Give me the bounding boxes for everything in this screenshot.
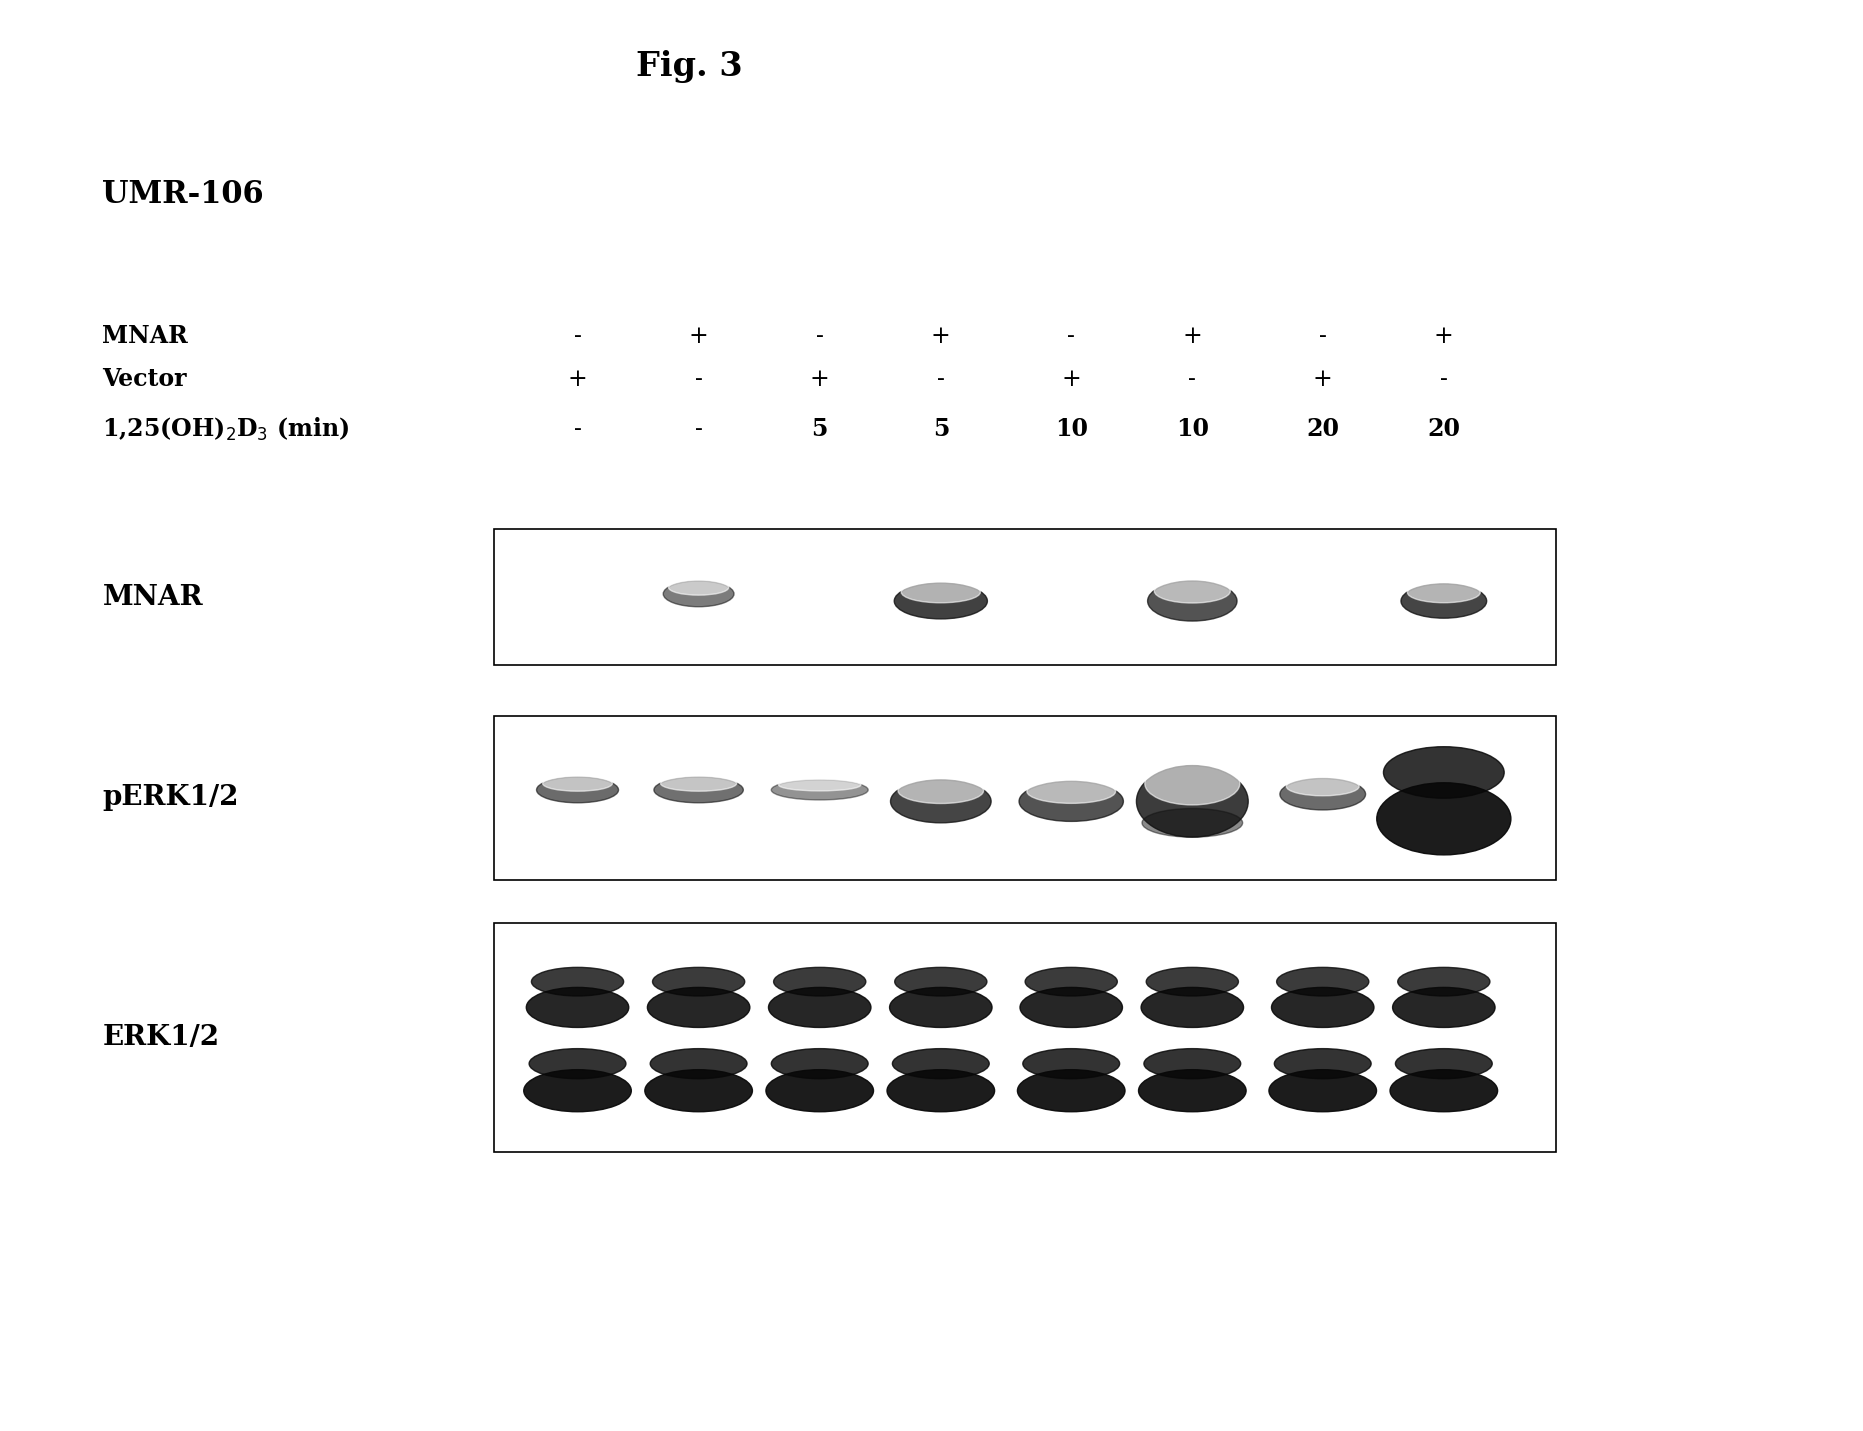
Text: Vector: Vector xyxy=(102,368,186,391)
Ellipse shape xyxy=(887,1069,995,1112)
Ellipse shape xyxy=(766,1069,874,1112)
Ellipse shape xyxy=(1144,1049,1241,1079)
FancyBboxPatch shape xyxy=(494,716,1556,880)
Text: 10: 10 xyxy=(1054,418,1088,441)
Ellipse shape xyxy=(1285,777,1360,796)
Ellipse shape xyxy=(1136,766,1248,837)
Ellipse shape xyxy=(645,1069,753,1112)
Ellipse shape xyxy=(771,780,868,800)
Text: +: + xyxy=(689,325,708,348)
Ellipse shape xyxy=(1397,967,1490,996)
Text: pERK1/2: pERK1/2 xyxy=(102,784,238,811)
Ellipse shape xyxy=(1280,778,1366,810)
Ellipse shape xyxy=(1140,987,1244,1027)
Text: -: - xyxy=(1189,368,1196,391)
Ellipse shape xyxy=(892,1049,989,1079)
Ellipse shape xyxy=(898,778,984,804)
Text: 20: 20 xyxy=(1427,418,1461,441)
Ellipse shape xyxy=(1271,987,1375,1027)
Ellipse shape xyxy=(648,987,749,1027)
Text: 5: 5 xyxy=(812,418,827,441)
Text: 1,25(OH)$_2$D$_3$ (min): 1,25(OH)$_2$D$_3$ (min) xyxy=(102,415,350,444)
Text: -: - xyxy=(574,418,581,441)
Text: Fig. 3: Fig. 3 xyxy=(635,50,743,83)
Ellipse shape xyxy=(1390,1069,1498,1112)
FancyBboxPatch shape xyxy=(494,923,1556,1152)
Ellipse shape xyxy=(650,1049,747,1079)
Ellipse shape xyxy=(891,987,991,1027)
Ellipse shape xyxy=(1142,809,1243,837)
Text: -: - xyxy=(695,418,702,441)
Ellipse shape xyxy=(1274,1049,1371,1079)
FancyBboxPatch shape xyxy=(494,529,1556,665)
Ellipse shape xyxy=(669,580,728,595)
Ellipse shape xyxy=(894,584,987,620)
Text: MNAR: MNAR xyxy=(102,325,188,348)
Ellipse shape xyxy=(902,581,980,602)
Text: +: + xyxy=(1435,325,1453,348)
Ellipse shape xyxy=(654,777,743,803)
Text: -: - xyxy=(574,325,581,348)
Ellipse shape xyxy=(537,777,619,803)
Ellipse shape xyxy=(531,967,624,996)
Ellipse shape xyxy=(769,987,870,1027)
Text: +: + xyxy=(568,368,587,391)
Ellipse shape xyxy=(773,967,866,996)
Ellipse shape xyxy=(1017,1069,1125,1112)
Ellipse shape xyxy=(1395,1049,1492,1079)
Ellipse shape xyxy=(1276,967,1369,996)
Text: -: - xyxy=(1067,325,1075,348)
Ellipse shape xyxy=(1027,780,1116,803)
Ellipse shape xyxy=(1155,580,1230,602)
Ellipse shape xyxy=(1384,747,1503,798)
Ellipse shape xyxy=(1148,581,1237,621)
Text: +: + xyxy=(932,325,950,348)
Ellipse shape xyxy=(1144,761,1241,804)
Ellipse shape xyxy=(663,581,734,607)
Ellipse shape xyxy=(1019,987,1122,1027)
Ellipse shape xyxy=(1019,781,1123,821)
Ellipse shape xyxy=(1023,1049,1120,1079)
Text: +: + xyxy=(810,368,829,391)
Text: +: + xyxy=(1183,325,1202,348)
Ellipse shape xyxy=(1269,1069,1377,1112)
Ellipse shape xyxy=(1146,967,1239,996)
Ellipse shape xyxy=(529,1049,626,1079)
Ellipse shape xyxy=(524,1069,632,1112)
Text: -: - xyxy=(937,368,945,391)
Ellipse shape xyxy=(894,967,987,996)
Text: -: - xyxy=(695,368,702,391)
Ellipse shape xyxy=(891,780,991,823)
Text: MNAR: MNAR xyxy=(102,584,203,611)
Ellipse shape xyxy=(1401,584,1487,618)
Text: +: + xyxy=(1313,368,1332,391)
Ellipse shape xyxy=(1407,582,1481,602)
Ellipse shape xyxy=(652,967,745,996)
Ellipse shape xyxy=(1377,783,1511,854)
Text: 20: 20 xyxy=(1306,418,1339,441)
Text: -: - xyxy=(816,325,823,348)
Ellipse shape xyxy=(527,987,628,1027)
Ellipse shape xyxy=(1138,1069,1246,1112)
Text: 5: 5 xyxy=(933,418,948,441)
Text: -: - xyxy=(1440,368,1448,391)
Text: +: + xyxy=(1062,368,1081,391)
Text: UMR-106: UMR-106 xyxy=(102,179,265,210)
Ellipse shape xyxy=(661,776,736,791)
Text: ERK1/2: ERK1/2 xyxy=(102,1025,220,1050)
Text: -: - xyxy=(1319,325,1326,348)
Ellipse shape xyxy=(1025,967,1118,996)
Ellipse shape xyxy=(779,778,861,791)
Ellipse shape xyxy=(542,776,613,791)
Ellipse shape xyxy=(1392,987,1496,1027)
Ellipse shape xyxy=(771,1049,868,1079)
Text: 10: 10 xyxy=(1176,418,1209,441)
